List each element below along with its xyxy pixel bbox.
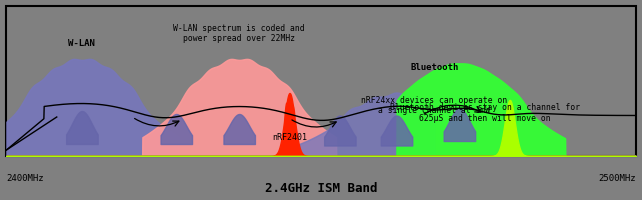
Text: nRF2401: nRF2401: [272, 134, 307, 142]
Text: 2.4GHz ISM Band: 2.4GHz ISM Band: [265, 182, 377, 195]
Text: nRF24xx devices can operate on
a single channel at 1mW: nRF24xx devices can operate on a single …: [361, 96, 507, 115]
Text: 2500MHz: 2500MHz: [598, 174, 636, 183]
Text: W-LAN spectrum is coded and
power spread over 22MHz: W-LAN spectrum is coded and power spread…: [173, 24, 305, 43]
Text: W-LAN: W-LAN: [69, 39, 96, 48]
Bar: [6, 6, 636, 156]
Text: Bluetooth devices stay on a channel for
625μS and then will move on: Bluetooth devices stay on a channel for …: [390, 104, 580, 123]
Text: Bluetooth: Bluetooth: [410, 63, 458, 72]
Text: 2400MHz: 2400MHz: [6, 174, 44, 183]
